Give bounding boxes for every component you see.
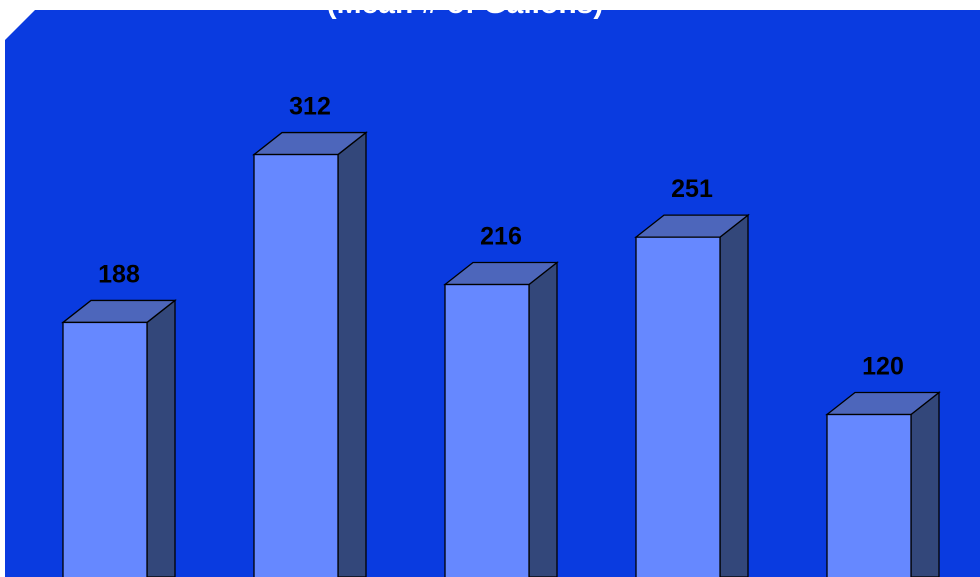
bar xyxy=(634,213,750,577)
bar xyxy=(825,391,941,577)
bar xyxy=(443,261,559,577)
data-label: 312 xyxy=(289,93,331,121)
chart-title: (Mean # of Gallons) xyxy=(326,0,604,20)
bar-side-face xyxy=(337,131,367,577)
bar-side-face xyxy=(528,261,558,577)
bar-side-face xyxy=(719,213,749,577)
data-label: 216 xyxy=(480,223,522,251)
bar-front-face xyxy=(253,153,339,577)
bar-front-face xyxy=(444,283,530,577)
bar-side-face xyxy=(146,299,176,577)
data-label: 251 xyxy=(671,175,713,203)
bar xyxy=(252,131,368,577)
data-label: 120 xyxy=(862,353,904,381)
bar-front-face xyxy=(635,236,721,577)
bar xyxy=(61,299,177,577)
value-labels-layer: 188 312 216 251 120 xyxy=(98,93,904,381)
bars-layer xyxy=(61,131,941,577)
bar-front-face xyxy=(62,321,148,577)
data-label: 188 xyxy=(98,260,140,288)
bar-front-face xyxy=(826,413,912,577)
bar-side-face xyxy=(910,391,940,577)
